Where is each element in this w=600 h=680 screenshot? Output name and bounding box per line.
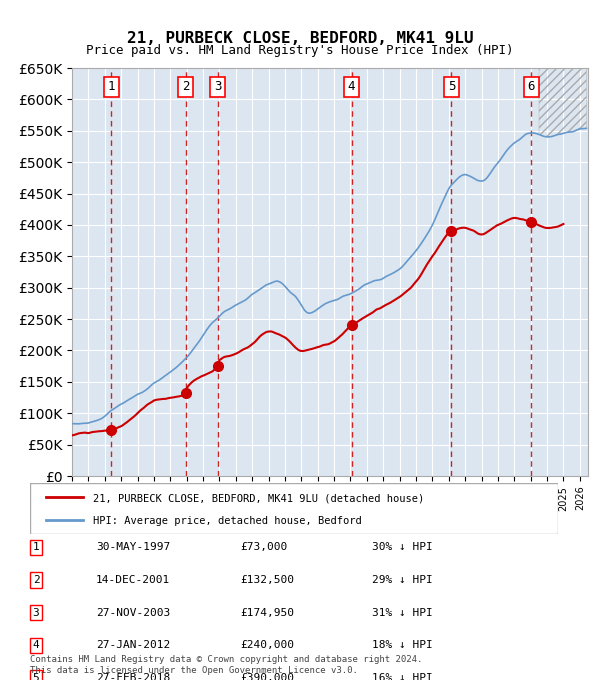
Text: 30% ↓ HPI: 30% ↓ HPI (372, 543, 433, 552)
Text: 27-FEB-2018: 27-FEB-2018 (96, 673, 170, 680)
Text: 16% ↓ HPI: 16% ↓ HPI (372, 673, 433, 680)
Text: 1: 1 (32, 543, 40, 552)
Text: 6: 6 (528, 80, 535, 93)
Text: 5: 5 (448, 80, 455, 93)
Text: Contains HM Land Registry data © Crown copyright and database right 2024.
This d: Contains HM Land Registry data © Crown c… (30, 655, 422, 675)
Text: 21, PURBECK CLOSE, BEDFORD, MK41 9LU: 21, PURBECK CLOSE, BEDFORD, MK41 9LU (127, 31, 473, 46)
Text: 30-MAY-1997: 30-MAY-1997 (96, 543, 170, 552)
Text: 5: 5 (32, 673, 40, 680)
Text: Price paid vs. HM Land Registry's House Price Index (HPI): Price paid vs. HM Land Registry's House … (86, 44, 514, 57)
Text: 14-DEC-2001: 14-DEC-2001 (96, 575, 170, 585)
Text: £240,000: £240,000 (240, 641, 294, 650)
Text: 4: 4 (348, 80, 355, 93)
Text: £390,000: £390,000 (240, 673, 294, 680)
Text: £174,950: £174,950 (240, 608, 294, 617)
Text: £73,000: £73,000 (240, 543, 287, 552)
Text: 29% ↓ HPI: 29% ↓ HPI (372, 575, 433, 585)
Text: 3: 3 (32, 608, 40, 617)
Text: 31% ↓ HPI: 31% ↓ HPI (372, 608, 433, 617)
Text: 27-JAN-2012: 27-JAN-2012 (96, 641, 170, 650)
Text: 18% ↓ HPI: 18% ↓ HPI (372, 641, 433, 650)
Text: £132,500: £132,500 (240, 575, 294, 585)
Text: 3: 3 (214, 80, 221, 93)
Text: 2: 2 (182, 80, 190, 93)
Text: 27-NOV-2003: 27-NOV-2003 (96, 608, 170, 617)
Text: 1: 1 (108, 80, 115, 93)
Text: 2: 2 (32, 575, 40, 585)
Text: 4: 4 (32, 641, 40, 650)
FancyBboxPatch shape (30, 483, 558, 534)
Text: HPI: Average price, detached house, Bedford: HPI: Average price, detached house, Bedf… (94, 515, 362, 526)
Text: 21, PURBECK CLOSE, BEDFORD, MK41 9LU (detached house): 21, PURBECK CLOSE, BEDFORD, MK41 9LU (de… (94, 493, 425, 503)
